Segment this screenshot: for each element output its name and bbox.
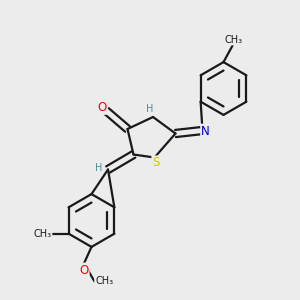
Text: CH₃: CH₃: [225, 34, 243, 45]
Text: N: N: [201, 124, 210, 138]
Text: O: O: [80, 263, 88, 277]
Text: S: S: [152, 156, 160, 170]
Text: O: O: [98, 101, 106, 114]
Text: CH₃: CH₃: [95, 276, 113, 286]
Text: H: H: [146, 103, 153, 114]
Text: CH₃: CH₃: [34, 229, 52, 239]
Text: H: H: [95, 163, 102, 173]
